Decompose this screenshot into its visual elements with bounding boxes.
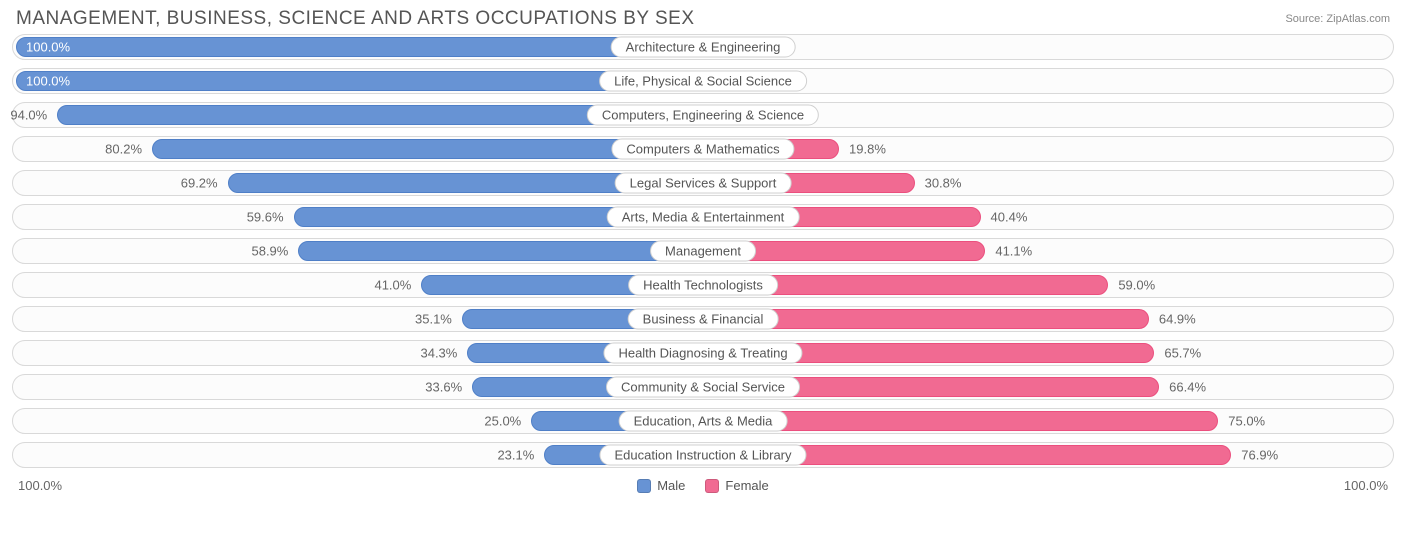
- male-value-label: 58.9%: [251, 244, 288, 259]
- female-value-label: 59.0%: [1118, 278, 1155, 293]
- category-pill: Business & Financial: [628, 309, 779, 330]
- chart-row: 94.0%6.0%Computers, Engineering & Scienc…: [12, 102, 1394, 128]
- category-pill: Life, Physical & Social Science: [599, 71, 807, 92]
- male-bar: [298, 241, 703, 261]
- chart-row: 33.6% 66.4% Community & Social Service: [12, 374, 1394, 400]
- female-value-label: 40.4%: [991, 210, 1028, 225]
- chart-title: MANAGEMENT, BUSINESS, SCIENCE AND ARTS O…: [16, 8, 695, 30]
- female-value-label: 66.4%: [1169, 380, 1206, 395]
- female-value-label: 19.8%: [849, 142, 886, 157]
- female-value-label: 75.0%: [1228, 414, 1265, 429]
- female-value-label: 65.7%: [1164, 346, 1201, 361]
- category-pill: Computers & Mathematics: [611, 139, 794, 160]
- chart-row: 58.9% 41.1% Management: [12, 238, 1394, 264]
- category-pill: Legal Services & Support: [615, 173, 792, 194]
- legend-female: Female: [705, 478, 768, 493]
- chart-row: 34.3% 65.7% Health Diagnosing & Treating: [12, 340, 1394, 366]
- axis-left-max: 100.0%: [12, 478, 68, 493]
- female-value-label: 30.8%: [925, 176, 962, 191]
- source-name: ZipAtlas.com: [1326, 13, 1390, 25]
- category-pill: Architecture & Engineering: [611, 37, 796, 58]
- male-value-label: 25.0%: [484, 414, 521, 429]
- chart-footer: 100.0% Male Female 100.0%: [12, 476, 1394, 493]
- category-pill: Health Diagnosing & Treating: [603, 343, 802, 364]
- female-value-label: 64.9%: [1159, 312, 1196, 327]
- chart-row: 100.0%0.0%Architecture & Engineering: [12, 34, 1394, 60]
- female-swatch-icon: [705, 479, 719, 493]
- category-pill: Community & Social Service: [606, 377, 800, 398]
- male-value-label: 69.2%: [181, 176, 218, 191]
- legend-male: Male: [637, 478, 685, 493]
- category-pill: Management: [650, 241, 756, 262]
- male-value-label: 23.1%: [497, 448, 534, 463]
- male-value-label: 41.0%: [374, 278, 411, 293]
- male-value-label: 35.1%: [415, 312, 452, 327]
- male-value-label: 100.0%: [26, 74, 70, 89]
- diverging-bar-chart: 100.0%0.0%Architecture & Engineering100.…: [12, 34, 1394, 468]
- female-value-label: 41.1%: [995, 244, 1032, 259]
- male-value-label: 80.2%: [105, 142, 142, 157]
- legend-male-label: Male: [657, 478, 685, 493]
- axis-right-max: 100.0%: [1338, 478, 1394, 493]
- chart-row: 25.0% 75.0% Education, Arts & Media: [12, 408, 1394, 434]
- male-value-label: 100.0%: [26, 40, 70, 55]
- male-value-label: 59.6%: [247, 210, 284, 225]
- male-swatch-icon: [637, 479, 651, 493]
- category-pill: Computers, Engineering & Science: [587, 105, 819, 126]
- source-prefix: Source:: [1285, 13, 1323, 25]
- chart-header: MANAGEMENT, BUSINESS, SCIENCE AND ARTS O…: [12, 8, 1394, 34]
- chart-row: 59.6% 40.4% Arts, Media & Entertainment: [12, 204, 1394, 230]
- female-value-label: 76.9%: [1241, 448, 1278, 463]
- source-attribution: Source: ZipAtlas.com: [1285, 13, 1390, 25]
- male-value-label: 33.6%: [425, 380, 462, 395]
- chart-row: 100.0%0.0%Life, Physical & Social Scienc…: [12, 68, 1394, 94]
- chart-row: 35.1% 64.9% Business & Financial: [12, 306, 1394, 332]
- male-bar: [16, 37, 703, 57]
- male-value-label: 94.0%: [10, 108, 47, 123]
- chart-row: 23.1% 76.9% Education Instruction & Librar…: [12, 442, 1394, 468]
- male-value-label: 34.3%: [420, 346, 457, 361]
- legend: Male Female: [68, 478, 1338, 493]
- chart-row: 69.2% 30.8% Legal Services & Support: [12, 170, 1394, 196]
- category-pill: Arts, Media & Entertainment: [607, 207, 800, 228]
- category-pill: Health Technologists: [628, 275, 778, 296]
- legend-female-label: Female: [725, 478, 768, 493]
- category-pill: Education Instruction & Library: [599, 445, 806, 466]
- chart-row: 41.0% 59.0% Health Technologists: [12, 272, 1394, 298]
- category-pill: Education, Arts & Media: [619, 411, 788, 432]
- chart-row: 80.2% 19.8% Computers & Mathematics: [12, 136, 1394, 162]
